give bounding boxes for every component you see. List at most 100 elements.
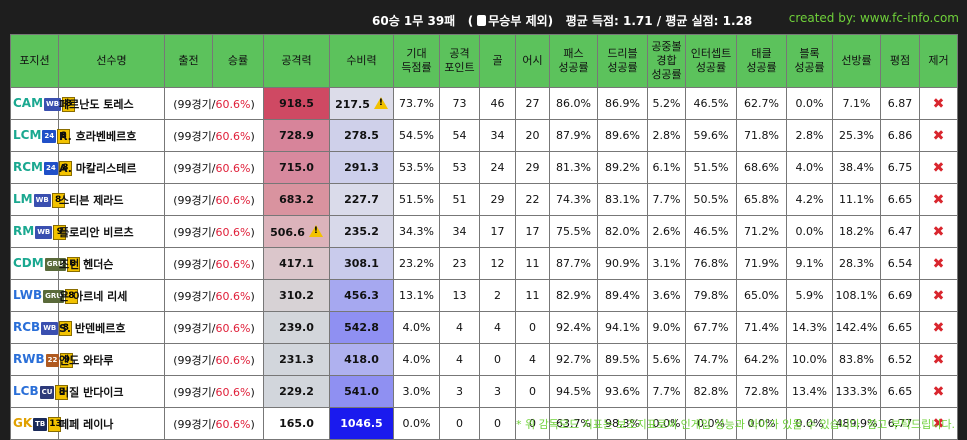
footnote: * 위 감독모드 지표는 보조지표로써 인게임 성능과 차이가 있을 수 있습니…	[515, 418, 955, 431]
tackle-rate: 71.2%	[736, 215, 787, 248]
intercept-rate: 76.8%	[685, 247, 737, 280]
player-name[interactable]: 조던 헨더슨	[58, 247, 165, 280]
close-paren: )	[250, 385, 255, 399]
pass-rate: 94.5%	[549, 375, 598, 408]
remove-icon[interactable]: ✖	[932, 415, 945, 432]
remove-cell: ✖	[919, 215, 958, 248]
header-dribble-rate[interactable]: 드리블 성공률	[597, 34, 648, 88]
remove-icon[interactable]: ✖	[932, 383, 945, 400]
defense-value: 235.2	[329, 215, 394, 248]
games-count: (99경기/	[173, 97, 216, 111]
attack-number: 683.2	[279, 193, 314, 206]
tackle-rate: 71.9%	[736, 247, 787, 280]
header-pass-rate[interactable]: 패스 성공률	[549, 34, 598, 88]
header-attack[interactable]: 공격력	[263, 34, 330, 88]
dribble-rate: 89.5%	[597, 343, 648, 376]
remove-icon[interactable]: ✖	[932, 159, 945, 176]
player-name[interactable]: 버질 반다이크	[58, 375, 165, 408]
attack-points: 4	[439, 311, 480, 344]
header-remove[interactable]: 제거	[919, 34, 958, 88]
save-rate: 108.1%	[832, 279, 881, 312]
remove-icon[interactable]: ✖	[932, 287, 945, 304]
remove-icon[interactable]: ✖	[932, 351, 945, 368]
table-row[interactable]: LWBGRU8 욘 아르네 리세 (99경기/60.6%) 310.2 456.…	[10, 279, 958, 312]
xg-rate: 34.3%	[393, 215, 440, 248]
attack-value: 715.0	[263, 151, 330, 184]
player-name[interactable]: 페페 레이나	[58, 407, 165, 440]
table-row[interactable]: LCBCU8 버질 반다이크 (99경기/60.6%) 229.2 541.0 …	[10, 375, 958, 408]
header-player-name[interactable]: 선수명	[58, 34, 165, 88]
header-xg-rate[interactable]: 기대 득점률	[393, 34, 440, 88]
header-attack-points[interactable]: 공격 포인트	[439, 34, 480, 88]
table-row[interactable]: CDMGRU8 조던 헨더슨 (99경기/60.6%) 417.1 308.1 …	[10, 247, 958, 280]
games-count: (99경기/	[173, 353, 216, 367]
header-goals[interactable]: 골	[479, 34, 516, 88]
save-rate: 142.4%	[832, 311, 881, 344]
remove-icon[interactable]: ✖	[932, 191, 945, 208]
intercept-rate: 74.7%	[685, 343, 737, 376]
games-winrate-cell: (99경기/60.6%)	[164, 215, 264, 248]
player-name[interactable]: S. 반덴베르흐	[58, 311, 165, 344]
table-row[interactable]: RWB229 엔도 와타루 (99경기/60.6%) 231.3 418.0 4…	[10, 343, 958, 376]
header-defense[interactable]: 수비력	[329, 34, 394, 88]
player-name[interactable]: 페르난도 토레스	[58, 87, 165, 120]
xg-rate: 54.5%	[393, 119, 440, 152]
credit-text: created by: www.fc-info.com	[788, 11, 959, 25]
remove-icon[interactable]: ✖	[932, 223, 945, 240]
header-tackle-rate[interactable]: 태클 성공률	[736, 34, 787, 88]
block-rate: 14.3%	[786, 311, 833, 344]
assists: 11	[515, 279, 550, 312]
close-paren: )	[250, 257, 255, 271]
position-code: RWB	[13, 351, 45, 366]
header-position[interactable]: 포지션	[10, 34, 59, 88]
table-row[interactable]: GK TB 13 페페 레이나 (99경기/60.6%) 165.0 1046.5 …	[10, 407, 958, 440]
header-block-rate[interactable]: 블록 성공률	[786, 34, 833, 88]
table-row[interactable]: LCM248 R. 흐라벤베르흐 (99경기/60.6%) 728.9 278.…	[10, 119, 958, 152]
table-row[interactable]: RCBWB8 S. 반덴베르흐 (99경기/60.6%) 239.0 542.8…	[10, 311, 958, 344]
remove-cell: ✖	[919, 311, 958, 344]
player-name[interactable]: 플로리안 비르츠	[58, 215, 165, 248]
header-appearances[interactable]: 출전	[164, 34, 213, 88]
close-paren: )	[250, 321, 255, 335]
player-name[interactable]: 욘 아르네 리세	[58, 279, 165, 312]
defense-value: 291.3	[329, 151, 394, 184]
draw-checkbox-icon[interactable]	[477, 15, 487, 26]
player-name[interactable]: A. 마칼리스테르	[58, 151, 165, 184]
header-intercept-rate[interactable]: 인터셉트 성공률	[685, 34, 737, 88]
table-row[interactable]: RCM248 A. 마칼리스테르 (99경기/60.6%) 715.0 291.…	[10, 151, 958, 184]
header-rating[interactable]: 평점	[880, 34, 920, 88]
open-paren: (	[467, 14, 474, 28]
remove-icon[interactable]: ✖	[932, 95, 945, 112]
close-paren: )	[250, 417, 255, 431]
games-count: (99경기/	[173, 289, 216, 303]
table-row[interactable]: LMWB8 스티븐 제라드 (99경기/60.6%) 683.2 227.7 5…	[10, 183, 958, 216]
remove-cell: ✖	[919, 279, 958, 312]
close-paren: )	[250, 289, 255, 303]
header-save-rate[interactable]: 선방률	[832, 34, 881, 88]
pass-rate: 74.3%	[549, 183, 598, 216]
header-assists[interactable]: 어시	[515, 34, 550, 88]
rating: 6.65	[880, 183, 920, 216]
dribble-rate: 86.9%	[597, 87, 648, 120]
header-aerial-rate[interactable]: 공중볼 경합 성공률	[647, 34, 686, 88]
save-rate: 7.1%	[832, 87, 881, 120]
remove-icon[interactable]: ✖	[932, 319, 945, 336]
position-cell: GK TB 13	[10, 407, 62, 440]
win-rate: 60.6%	[215, 257, 251, 271]
pass-rate: 82.9%	[549, 279, 598, 312]
intercept-rate: 67.7%	[685, 311, 737, 344]
table-row[interactable]: RMWB9 플로리안 비르츠 (99경기/60.6%) 506.6 235.2 …	[10, 215, 958, 248]
rating: 6.75	[880, 151, 920, 184]
player-stats-table: 포지션 선수명 출전 승률 공격력 수비력 기대 득점률 공격 포인트 골 어시 패스 성공률 드리블 성공률…	[10, 34, 958, 440]
header-win-rate[interactable]: 승률	[212, 34, 264, 88]
remove-icon[interactable]: ✖	[932, 127, 945, 144]
remove-icon[interactable]: ✖	[932, 255, 945, 272]
player-name[interactable]: 스티븐 제라드	[58, 183, 165, 216]
table-row[interactable]: CAMWB8 페르난도 토레스 (99경기/60.6%) 918.5 217.5…	[10, 87, 958, 120]
intercept-rate: 50.5%	[685, 183, 737, 216]
player-name[interactable]: 엔도 와타루	[58, 343, 165, 376]
goals: 2	[479, 279, 516, 312]
goals: 34	[479, 119, 516, 152]
player-name[interactable]: R. 흐라벤베르흐	[58, 119, 165, 152]
block-rate: 2.8%	[786, 119, 833, 152]
